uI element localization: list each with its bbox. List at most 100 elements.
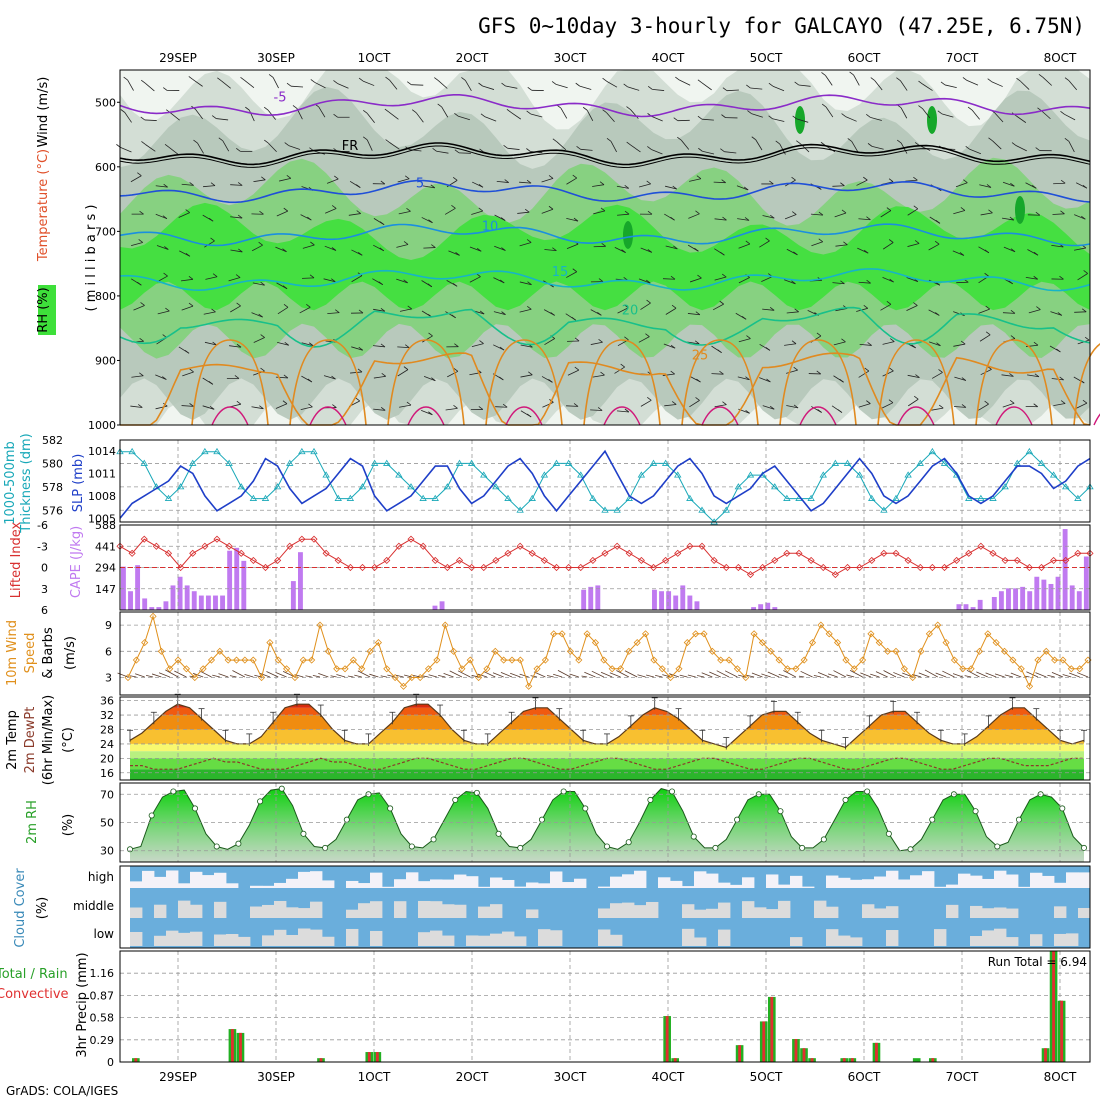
cloud-block	[1018, 886, 1031, 888]
wind-barb-flag	[1016, 77, 1021, 82]
wind-barb	[253, 179, 266, 183]
wind-barb	[133, 305, 145, 311]
wind-barb	[1051, 672, 1064, 678]
wind-barb	[229, 345, 242, 348]
wind-barb-flag	[647, 146, 652, 150]
contour-label: 25	[692, 349, 709, 364]
wind-barb-flag	[140, 116, 145, 121]
rh-point	[712, 844, 719, 851]
wind-barb-flag	[1060, 210, 1065, 215]
wind-barb	[232, 670, 246, 678]
wind-barb-flag	[309, 274, 315, 279]
wind-barb	[714, 276, 727, 281]
cloud-block	[262, 904, 275, 918]
contour-label: 10	[482, 220, 499, 235]
cloud-block	[934, 929, 947, 946]
wind-barb	[158, 672, 170, 678]
wind-barb	[135, 673, 145, 678]
wind-barb-flag	[452, 177, 458, 181]
wind-barb-flag	[987, 78, 992, 83]
wind-barb-flag	[550, 312, 555, 316]
cape-bar	[1062, 529, 1068, 610]
wind-barb	[120, 147, 132, 153]
wind-barb	[851, 141, 859, 152]
cloud-block	[598, 929, 611, 946]
wind-barb-flag	[986, 184, 992, 188]
wind-barb-flag	[572, 268, 577, 273]
cape-bar	[149, 607, 155, 610]
cape-bar	[751, 607, 757, 610]
cape-bar	[1076, 591, 1082, 610]
wind-barb	[798, 84, 811, 87]
wind-barb	[130, 175, 142, 183]
wind-barb	[127, 79, 134, 91]
wind-speed-point	[1084, 656, 1092, 664]
wind-speed-point	[1009, 656, 1017, 664]
wind-barb	[713, 181, 726, 184]
lifted-index-point	[856, 563, 864, 572]
wind-barb-flag	[260, 367, 265, 372]
wind-barb	[178, 212, 190, 218]
wind-barb-flag	[840, 280, 845, 285]
cape-bar	[220, 595, 226, 610]
cloud-block	[346, 909, 359, 918]
wind-barb	[192, 672, 204, 678]
wind-barb-flag	[527, 305, 532, 310]
wind-barb	[856, 179, 868, 186]
wind-barb-flag	[218, 137, 224, 142]
wind-barb	[1050, 311, 1062, 316]
wind-barb-flag	[411, 109, 417, 114]
wind-barb	[323, 375, 336, 380]
cape-tick-label: 588	[95, 519, 116, 532]
wind-barb	[616, 670, 630, 678]
wind-barb-flag	[794, 81, 799, 86]
cloud-block	[178, 900, 191, 918]
wind-barb	[373, 408, 386, 411]
rh-point	[517, 844, 524, 851]
wind-barb-flag	[601, 243, 606, 247]
wind-barb	[978, 403, 989, 411]
temperature-contour	[119, 306, 1091, 348]
top-date-label: 30SEP	[257, 51, 295, 65]
cloud-block	[1006, 908, 1019, 918]
temperature-contour	[119, 179, 1091, 204]
thickness-point	[637, 471, 646, 478]
wind-barb	[348, 213, 361, 216]
cape-bar	[758, 604, 764, 610]
wind-barb-flag	[501, 82, 506, 87]
wind-barb-flag	[188, 302, 194, 307]
wind-barb-flag	[695, 311, 701, 316]
wind-barb-flag	[552, 247, 557, 251]
wind-barb-flag	[574, 366, 580, 371]
wind-barb-flag	[240, 76, 245, 81]
wind-barb	[505, 85, 518, 89]
wind-barb-flag	[914, 240, 920, 244]
wind-barb-flag	[918, 105, 923, 109]
wind-barb	[314, 82, 326, 89]
wind-barb	[953, 343, 966, 347]
wind-barb-flag	[697, 115, 703, 120]
lifted-index-point	[698, 542, 706, 550]
wind-barb	[556, 141, 567, 151]
wind-barb-flag	[863, 176, 868, 181]
wind-barb	[907, 208, 919, 216]
wind-barb	[182, 371, 194, 377]
wind-barb	[438, 80, 448, 89]
wind-barb-flag	[934, 240, 940, 245]
wind-speed-point	[174, 656, 182, 664]
wind-barb	[566, 217, 579, 222]
wind-barb	[197, 142, 204, 154]
temperature-contour	[119, 94, 1091, 118]
wind-barb	[600, 671, 613, 678]
cloud-block	[382, 886, 395, 888]
wind-barb-flag	[818, 211, 824, 216]
rh-point	[560, 788, 567, 795]
wind-barb-flag	[356, 210, 361, 214]
cape-tick-label: 441	[95, 540, 116, 553]
wind-barb	[870, 116, 882, 121]
precip-tick-label: 0	[107, 1056, 114, 1069]
rh-point	[213, 843, 220, 850]
wind-barb-flag	[571, 316, 577, 321]
wind-barb	[251, 312, 263, 318]
wind-barb-flag	[913, 395, 919, 400]
